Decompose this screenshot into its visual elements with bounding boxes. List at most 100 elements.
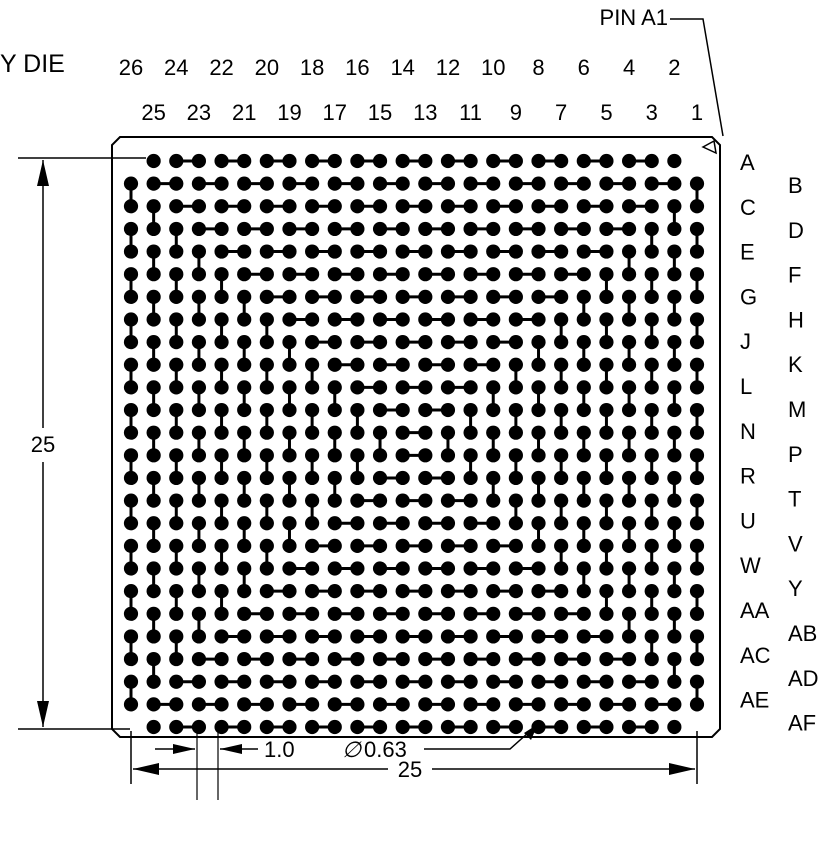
solder-ball bbox=[418, 380, 433, 395]
solder-ball bbox=[486, 561, 501, 576]
column-label: 14 bbox=[390, 55, 414, 80]
solder-ball bbox=[169, 380, 184, 395]
solder-ball bbox=[214, 674, 229, 689]
solder-ball bbox=[259, 425, 274, 440]
solder-ball bbox=[350, 335, 365, 350]
solder-ball bbox=[486, 402, 501, 418]
row-label: R bbox=[740, 464, 756, 489]
solder-ball bbox=[123, 448, 139, 463]
solder-ball bbox=[191, 289, 207, 304]
solder-ball bbox=[237, 584, 252, 599]
solder-ball bbox=[554, 606, 569, 621]
solder-ball bbox=[282, 199, 297, 214]
solder-ball bbox=[621, 697, 637, 712]
solder-ball bbox=[508, 470, 523, 486]
row-label: F bbox=[788, 263, 801, 288]
solder-ball bbox=[237, 493, 252, 508]
solder-ball bbox=[554, 289, 569, 304]
solder-ball bbox=[486, 289, 501, 304]
solder-ball bbox=[508, 493, 523, 508]
solder-ball bbox=[621, 516, 637, 531]
solder-ball bbox=[214, 312, 229, 327]
solder-ball bbox=[486, 538, 501, 553]
solder-ball bbox=[486, 153, 501, 169]
solder-ball bbox=[395, 674, 410, 689]
column-label: 1 bbox=[691, 100, 703, 125]
solder-ball bbox=[395, 380, 410, 395]
solder-ball bbox=[191, 538, 207, 553]
column-label: 9 bbox=[510, 100, 522, 125]
solder-ball bbox=[554, 199, 569, 214]
solder-ball bbox=[667, 448, 682, 463]
solder-ball bbox=[599, 651, 614, 667]
solder-ball bbox=[327, 651, 342, 667]
solder-ball bbox=[463, 448, 478, 463]
solder-ball bbox=[259, 584, 274, 599]
solder-ball bbox=[508, 357, 523, 372]
solder-ball bbox=[440, 244, 456, 259]
solder-ball bbox=[531, 674, 546, 689]
solder-ball bbox=[395, 516, 410, 531]
solder-ball bbox=[191, 357, 207, 372]
solder-ball bbox=[621, 267, 637, 282]
solder-ball bbox=[259, 153, 274, 169]
solder-ball bbox=[350, 719, 365, 735]
solder-ball bbox=[440, 697, 456, 712]
solder-ball bbox=[599, 493, 614, 508]
column-label: 6 bbox=[578, 55, 590, 80]
solder-ball bbox=[440, 674, 456, 689]
solder-ball bbox=[576, 719, 591, 735]
solder-ball bbox=[282, 289, 297, 304]
solder-ball bbox=[214, 448, 229, 463]
solder-ball bbox=[554, 470, 569, 486]
solder-ball bbox=[463, 380, 478, 395]
solder-ball bbox=[237, 719, 252, 735]
solder-ball bbox=[123, 289, 139, 304]
solder-ball bbox=[463, 289, 478, 304]
solder-ball bbox=[486, 697, 501, 712]
solder-ball bbox=[576, 221, 591, 237]
solder-ball bbox=[667, 470, 682, 486]
solder-ball bbox=[282, 629, 297, 644]
solder-ball bbox=[486, 335, 501, 350]
solder-ball bbox=[576, 357, 591, 372]
solder-ball bbox=[169, 516, 184, 531]
solder-ball bbox=[689, 606, 705, 621]
solder-ball bbox=[576, 674, 591, 689]
row-label: K bbox=[788, 352, 803, 377]
solder-ball bbox=[667, 221, 682, 237]
row-label: E bbox=[740, 240, 755, 265]
solder-ball bbox=[508, 584, 523, 599]
solder-ball bbox=[372, 697, 388, 712]
column-label: 8 bbox=[532, 55, 544, 80]
ball-grid bbox=[123, 153, 705, 735]
solder-ball bbox=[418, 402, 433, 418]
solder-ball bbox=[146, 651, 161, 667]
solder-ball bbox=[418, 470, 433, 486]
row-label: W bbox=[740, 553, 761, 578]
solder-ball bbox=[169, 357, 184, 372]
solder-ball bbox=[327, 493, 342, 508]
die-label-fragment: Y DIE bbox=[0, 50, 65, 78]
solder-ball bbox=[667, 380, 682, 395]
solder-ball bbox=[440, 516, 456, 531]
ball-diameter-callout: ∅ 0.63 bbox=[342, 723, 539, 762]
solder-ball bbox=[395, 629, 410, 644]
solder-ball bbox=[644, 561, 659, 576]
solder-ball bbox=[372, 516, 388, 531]
solder-ball bbox=[576, 584, 591, 599]
solder-ball bbox=[418, 312, 433, 327]
solder-ball bbox=[599, 697, 614, 712]
solder-ball bbox=[259, 357, 274, 372]
solder-ball bbox=[305, 516, 320, 531]
solder-ball bbox=[440, 606, 456, 621]
solder-ball bbox=[644, 629, 659, 644]
solder-ball bbox=[191, 221, 207, 237]
solder-ball bbox=[191, 312, 207, 327]
solder-ball bbox=[305, 651, 320, 667]
solder-ball bbox=[508, 199, 523, 214]
solder-ball bbox=[305, 312, 320, 327]
solder-ball bbox=[554, 719, 569, 735]
solder-ball bbox=[621, 629, 637, 644]
